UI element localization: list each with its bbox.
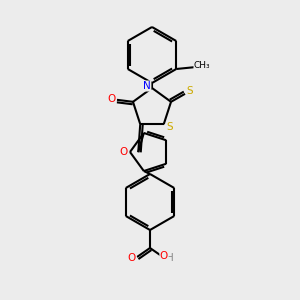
Text: S: S [167, 122, 173, 132]
Text: H: H [166, 253, 174, 263]
Text: N: N [143, 81, 151, 91]
Text: O: O [120, 147, 128, 157]
Text: CH₃: CH₃ [194, 61, 211, 70]
Text: O: O [160, 251, 168, 261]
Text: O: O [108, 94, 116, 104]
Text: S: S [187, 86, 193, 96]
Text: O: O [128, 253, 136, 263]
